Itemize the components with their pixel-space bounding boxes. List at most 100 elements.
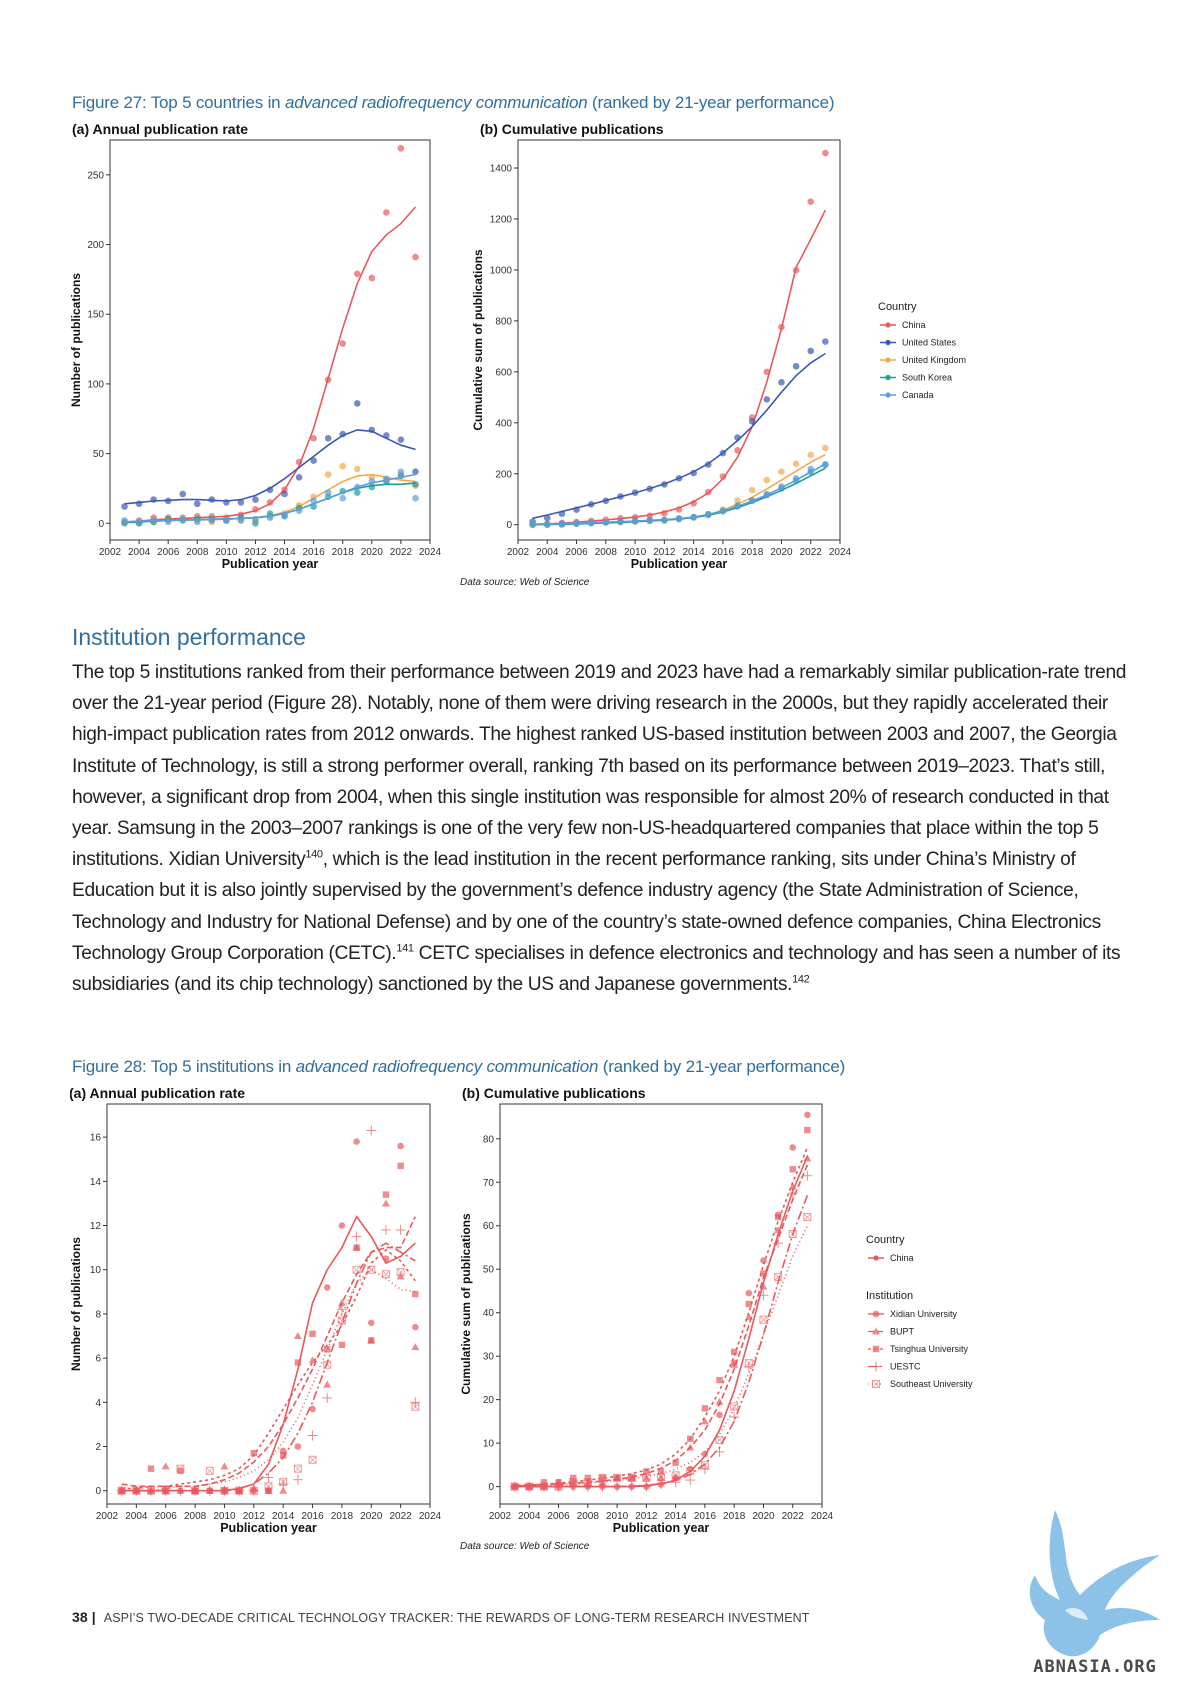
x-axis-label: Publication year: [631, 557, 728, 571]
data-point: [787, 1188, 798, 1199]
data-point: [293, 1464, 302, 1473]
data-point: [266, 514, 274, 522]
data-point: [792, 460, 800, 468]
data-point: [412, 494, 419, 502]
data-point-box: [176, 1464, 185, 1473]
data-point: [763, 396, 771, 403]
data-point: [734, 502, 741, 509]
data-point: [323, 1360, 332, 1369]
figure-28-data-source: Data source: Web of Science: [460, 1541, 590, 1552]
data-point: [322, 1392, 333, 1403]
data-point: [383, 209, 390, 216]
data-point: [745, 1289, 753, 1297]
data-point: [266, 486, 274, 494]
x-tick-label: 2016: [301, 1511, 324, 1522]
legend-marker: [885, 357, 891, 363]
data-point: [602, 518, 610, 526]
data-point: [397, 1142, 404, 1150]
data-point: [339, 340, 347, 347]
x-tick-label: 2018: [723, 1511, 746, 1522]
data-point-box: [352, 1265, 361, 1274]
footnote-141: 141: [396, 942, 414, 955]
data-point: [690, 514, 697, 521]
y-tick-label: 10: [483, 1439, 495, 1450]
y-tick-label: 6: [95, 1354, 101, 1365]
data-point-box: [323, 1360, 332, 1369]
data-point: [763, 490, 771, 498]
x-axis-label: Publication year: [220, 1521, 317, 1535]
data-point: [700, 1417, 709, 1425]
y-tick-label: 14: [90, 1177, 102, 1188]
data-point: [646, 485, 654, 493]
data-point: [675, 515, 683, 523]
data-point: [573, 519, 580, 527]
data-point: [657, 1468, 665, 1475]
data-point: [558, 510, 566, 518]
data-point: [396, 1267, 405, 1276]
data-point: [412, 1290, 419, 1298]
data-point: [205, 1466, 214, 1475]
data-point: [252, 515, 259, 523]
y-tick-label: 0: [506, 520, 512, 531]
data-point: [617, 518, 624, 525]
y-tick-label: 150: [87, 310, 104, 321]
data-point-d2: [132, 1486, 141, 1495]
x-tick-label: 2024: [829, 547, 852, 558]
y-axis: 0 50 100 150 200 250: [87, 170, 110, 530]
data-point: [161, 1462, 170, 1470]
x-tick-label: 2022: [390, 547, 413, 558]
abnasia-logo: ABNASIA.ORG: [1029, 1510, 1160, 1677]
data-point: [631, 489, 639, 496]
x-tick-label: 2004: [128, 547, 151, 558]
data-point: [368, 274, 376, 282]
data-point: [164, 518, 172, 526]
data-point: [281, 490, 288, 498]
data-point-d2: [701, 1461, 709, 1469]
data-point-box: [279, 1477, 288, 1486]
data-point: [310, 457, 317, 464]
data-point: [292, 1474, 303, 1485]
data-point: [569, 1478, 578, 1487]
data-point: [788, 1182, 797, 1190]
data-point: [759, 1282, 768, 1290]
data-point: [803, 1213, 812, 1222]
data-point-d2: [715, 1436, 724, 1444]
data-point-d2: [294, 1464, 302, 1473]
x-axis-label: Publication year: [613, 1521, 710, 1535]
y-axis-label: Number of publications: [70, 1237, 83, 1371]
legend-marker: [872, 1310, 880, 1318]
data-point: [807, 465, 815, 473]
data-point-box: [264, 1482, 273, 1491]
section-heading: Institution performance: [72, 624, 306, 650]
y-tick-label: 200: [87, 240, 104, 251]
data-point: [763, 368, 771, 376]
data-point: [310, 434, 317, 442]
data-point: [687, 1435, 694, 1442]
data-point: [368, 426, 376, 434]
data-point: [822, 444, 829, 452]
legend-label: Tsinghua University: [890, 1344, 969, 1354]
data-point-d2: [686, 1467, 695, 1475]
data-point: [631, 517, 639, 525]
data-point: [368, 478, 376, 485]
data-point: [279, 1486, 288, 1494]
data-point-box: [642, 1473, 651, 1482]
data-point-box: [671, 1471, 680, 1480]
x-tick-label: 2022: [390, 1511, 413, 1522]
data-point: [748, 497, 756, 505]
x-tick-label: 2014: [273, 547, 296, 558]
data-point-d2: [411, 1402, 420, 1411]
y-tick-label: 600: [495, 367, 512, 378]
data-point-box: [396, 1267, 405, 1276]
data-point: [671, 1471, 680, 1480]
trend-line: [121, 1268, 416, 1492]
x-tick-label: 2004: [125, 1511, 148, 1522]
x-tick-label: 2002: [489, 1511, 512, 1522]
data-point: [701, 1450, 709, 1458]
data-point-box: [510, 1482, 519, 1491]
data-point: [597, 1481, 608, 1492]
x-tick-label: 2010: [215, 547, 238, 558]
plot-frame: [499, 1103, 823, 1505]
data-point: [412, 468, 419, 476]
